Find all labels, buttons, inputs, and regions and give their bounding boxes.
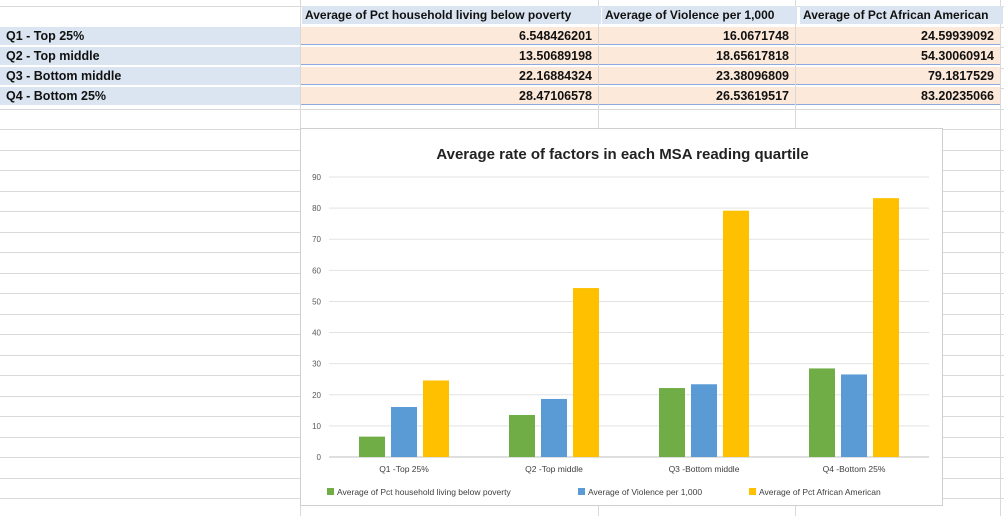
value-cell[interactable]: 6.548426201: [301, 27, 598, 45]
bar: [509, 414, 535, 457]
value-cell[interactable]: 28.47106578: [301, 87, 598, 105]
row-label[interactable]: Q2 - Top middle: [0, 47, 300, 65]
x-tick-label: Q3 -Bottom middle: [669, 464, 740, 474]
value-cell[interactable]: 18.65617818: [599, 47, 795, 65]
legend-swatch: [578, 488, 585, 495]
bar: [573, 288, 599, 457]
y-tick-label: 80: [312, 204, 321, 213]
bar-chart[interactable]: Average rate of factors in each MSA read…: [300, 128, 943, 506]
value-cell[interactable]: 13.50689198: [301, 47, 598, 65]
value-cell[interactable]: 16.0671748: [599, 27, 795, 45]
y-tick-label: 90: [312, 173, 321, 182]
column-header[interactable]: Average of Pct household living below po…: [302, 6, 601, 24]
y-tick-label: 20: [312, 391, 321, 400]
x-tick-label: Q2 -Top middle: [525, 464, 583, 474]
legend-swatch: [749, 488, 756, 495]
bar: [391, 407, 417, 457]
column-header[interactable]: Average of Pct African American: [800, 6, 1003, 24]
bar: [541, 398, 567, 457]
value-cell[interactable]: 22.16884324: [301, 67, 598, 85]
y-tick-label: 70: [312, 235, 321, 244]
y-tick-label: 40: [312, 329, 321, 338]
value-cell[interactable]: 79.1817529: [796, 67, 1000, 85]
y-tick-label: 0: [317, 453, 322, 462]
bar: [841, 374, 867, 457]
bar: [691, 384, 717, 457]
bar: [723, 210, 749, 457]
bar: [359, 436, 385, 457]
legend-label: Average of Pct household living below po…: [337, 487, 511, 497]
x-tick-label: Q1 -Top 25%: [379, 464, 429, 474]
y-tick-label: 60: [312, 266, 321, 275]
bar: [873, 198, 899, 457]
value-cell[interactable]: 83.20235066: [796, 87, 1000, 105]
value-cell[interactable]: 54.30060914: [796, 47, 1000, 65]
row-label[interactable]: Q4 - Bottom 25%: [0, 87, 300, 105]
row-label[interactable]: Q3 - Bottom middle: [0, 67, 300, 85]
gridline-vertical: [1000, 0, 1001, 516]
value-cell[interactable]: 24.59939092: [796, 27, 1000, 45]
y-tick-label: 30: [312, 360, 321, 369]
value-cell[interactable]: 23.38096809: [599, 67, 795, 85]
gridline-horizontal: [0, 109, 1004, 110]
x-tick-label: Q4 -Bottom 25%: [823, 464, 886, 474]
row-label[interactable]: Q1 - Top 25%: [0, 27, 300, 45]
bar: [809, 368, 835, 457]
chart-canvas: Average rate of factors in each MSA read…: [312, 146, 929, 497]
column-header[interactable]: Average of Violence per 1,000: [602, 6, 797, 24]
bar: [659, 388, 685, 457]
y-tick-label: 10: [312, 422, 321, 431]
value-cell[interactable]: 26.53619517: [599, 87, 795, 105]
legend-swatch: [327, 488, 334, 495]
bar: [423, 380, 449, 457]
y-tick-label: 50: [312, 297, 321, 306]
chart-title: Average rate of factors in each MSA read…: [436, 146, 808, 163]
legend-label: Average of Pct African American: [759, 487, 881, 497]
legend-label: Average of Violence per 1,000: [588, 487, 702, 497]
